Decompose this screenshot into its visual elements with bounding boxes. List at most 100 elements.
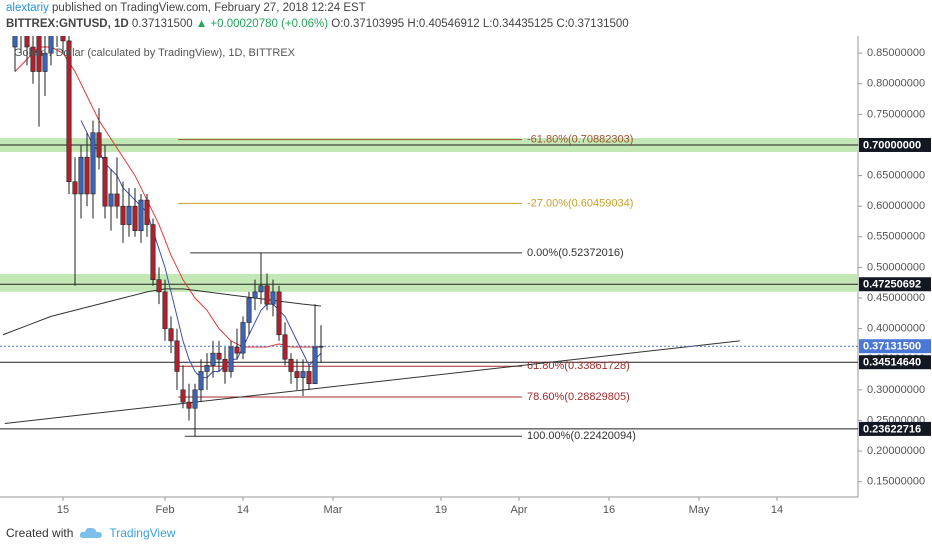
fib-label: -61.80%(0.70882303) bbox=[527, 133, 633, 145]
y-tick-label: 0.20000000 bbox=[867, 445, 925, 457]
candle-body bbox=[192, 389, 198, 409]
candle-body bbox=[90, 132, 96, 195]
candle-body bbox=[48, 36, 54, 54]
candle-body bbox=[312, 346, 318, 385]
candle-body bbox=[264, 285, 270, 305]
candle-body bbox=[24, 36, 30, 48]
candle-body bbox=[138, 199, 144, 231]
candle-body bbox=[174, 340, 180, 372]
candle-body bbox=[276, 291, 282, 336]
y-tick-label: 0.50000000 bbox=[867, 261, 925, 273]
created-with: Created with bbox=[6, 526, 74, 540]
x-tick-label: 19 bbox=[435, 504, 447, 516]
candle-body bbox=[234, 346, 240, 354]
candle-body bbox=[168, 328, 174, 342]
candle-body bbox=[240, 322, 246, 354]
candle-body bbox=[282, 334, 288, 360]
level-label-box bbox=[859, 137, 931, 152]
candle-body bbox=[228, 346, 234, 372]
candle-body bbox=[300, 371, 306, 378]
y-tick-label: 0.55000000 bbox=[867, 231, 925, 243]
y-tick-label: 0.40000000 bbox=[867, 323, 925, 335]
y-tick-label: 0.60000000 bbox=[867, 200, 925, 212]
candle-body bbox=[186, 401, 192, 409]
fib-label: 61.80%(0.33861728) bbox=[527, 360, 630, 372]
x-tick-label: Apr bbox=[510, 504, 527, 516]
header: alextariy published on TradingView.com, … bbox=[6, 0, 629, 32]
fib-label: 78.60%(0.28829805) bbox=[527, 391, 630, 403]
candle-body bbox=[216, 352, 222, 360]
candle-body bbox=[120, 205, 126, 225]
level-label: 0.34514640 bbox=[863, 357, 921, 369]
fib-label: 0.00%(0.52372016) bbox=[527, 247, 624, 259]
candle-body bbox=[144, 199, 150, 225]
candle-body bbox=[132, 205, 138, 231]
change: ▲ +0.00020780 (+0.06%) bbox=[195, 18, 329, 30]
low: L:0.34435125 bbox=[482, 18, 554, 30]
level-label-box bbox=[859, 355, 931, 370]
candle-body bbox=[294, 371, 300, 378]
fib-label: -27.00%(0.60459034) bbox=[527, 197, 633, 209]
candle-body bbox=[108, 193, 114, 207]
x-tick-label: 14 bbox=[237, 504, 249, 516]
candle-body bbox=[96, 132, 102, 158]
y-tick-label: 0.80000000 bbox=[867, 78, 925, 90]
author[interactable]: alextariy bbox=[6, 2, 49, 14]
candle-body bbox=[258, 285, 264, 293]
y-tick-label: 0.15000000 bbox=[867, 476, 925, 488]
plot: -61.80%(0.70882303) -27.00%(0.60459034) 0.… bbox=[0, 23, 858, 442]
footer: Created with TradingView bbox=[6, 526, 175, 540]
candle-body bbox=[270, 291, 276, 305]
last-price-label: 0.37131500 bbox=[863, 341, 921, 353]
y-tick-label: 0.85000000 bbox=[867, 47, 925, 59]
candle-body bbox=[114, 193, 120, 207]
x-tick-label: May bbox=[689, 504, 710, 516]
candle-body bbox=[12, 36, 18, 48]
symbol: BITTREX:GNTUSD, 1D bbox=[6, 18, 129, 30]
logo bbox=[80, 527, 103, 538]
level-label: 0.70000000 bbox=[863, 139, 921, 151]
candle-body bbox=[42, 52, 48, 72]
candle-body bbox=[84, 156, 90, 195]
y-tick-label: 0.45000000 bbox=[867, 292, 925, 304]
candle-body bbox=[246, 297, 252, 323]
candle-body bbox=[288, 358, 294, 372]
axes: 0.85000000 0.80000000 0.75000000 0.70000000… bbox=[57, 47, 931, 516]
trendline bbox=[4, 340, 740, 425]
quote-line: BITTREX:GNTUSD, 1D 0.37131500 ▲ +0.00020… bbox=[6, 16, 629, 32]
x-tick-label: 15 bbox=[57, 504, 69, 516]
candle-body bbox=[210, 352, 216, 366]
candle-body bbox=[156, 279, 162, 293]
candle-body bbox=[162, 291, 168, 329]
open: O:0.37103995 bbox=[331, 18, 405, 30]
published: published on TradingView.com, February 2… bbox=[52, 2, 366, 14]
high: H:0.40546912 bbox=[407, 18, 480, 30]
x-tick-label: Feb bbox=[156, 504, 175, 516]
candle-body bbox=[36, 36, 42, 72]
last-price-label-box bbox=[859, 339, 931, 354]
level-label: 0.47250692 bbox=[863, 279, 921, 291]
candle-body bbox=[30, 46, 36, 72]
candle-body bbox=[180, 389, 186, 403]
candle-body bbox=[126, 205, 132, 225]
close: C:0.37131500 bbox=[556, 18, 629, 30]
candle-body bbox=[318, 345, 324, 348]
level-label-box bbox=[859, 421, 931, 436]
candle-body bbox=[204, 365, 210, 372]
candle-body bbox=[78, 156, 84, 195]
candle-body bbox=[222, 358, 228, 372]
candle-body bbox=[252, 291, 258, 299]
candle-body bbox=[198, 371, 204, 391]
x-tick-label: 16 bbox=[603, 504, 615, 516]
candle-body bbox=[55, 23, 59, 35]
y-tick-label: 0.75000000 bbox=[867, 108, 925, 120]
publish-line: alextariy published on TradingView.com, … bbox=[6, 0, 629, 16]
y-tick-label: 0.30000000 bbox=[867, 384, 925, 396]
last: 0.37131500 bbox=[131, 18, 193, 30]
brand[interactable]: TradingView bbox=[109, 526, 176, 540]
candle-body bbox=[60, 36, 66, 42]
candle-body bbox=[150, 224, 156, 280]
chart-title: Golem / Dollar (calculated by TradingVie… bbox=[14, 47, 296, 59]
candle-body bbox=[306, 371, 312, 385]
